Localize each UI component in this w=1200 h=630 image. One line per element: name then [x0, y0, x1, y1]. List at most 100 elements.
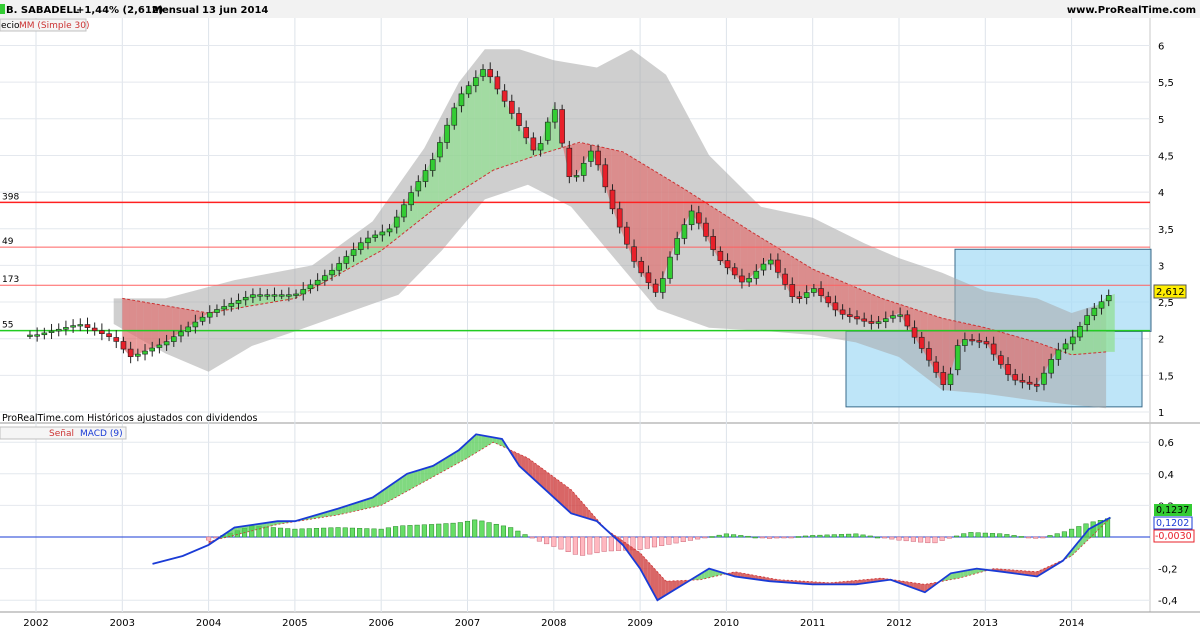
macd-fill-segment: [665, 580, 669, 596]
macd-fill-segment: [417, 469, 421, 486]
candle-bear: [911, 327, 918, 338]
candle-bear: [1012, 374, 1019, 381]
macd-hist-bar: [1025, 536, 1032, 539]
candle-bear: [652, 283, 659, 293]
ma-fill-segment: [899, 304, 907, 325]
ma-fill-segment: [1100, 296, 1108, 353]
macd-fill-segment: [852, 580, 856, 585]
macd-fill-segment: [1082, 532, 1086, 546]
legend-price: ecio: [1, 21, 20, 31]
macd-hist-bar: [810, 535, 816, 538]
macd-fill-segment: [471, 435, 475, 456]
candle-bear: [933, 361, 939, 373]
x-tick-label: 2013: [973, 618, 998, 629]
macd-fill-segment: [391, 481, 396, 500]
macd-hist-bar: [479, 520, 485, 538]
ma-fill-segment: [747, 229, 756, 280]
candle-bull: [221, 306, 227, 310]
candle-bull: [27, 334, 33, 337]
macd-line: [152, 433, 1111, 602]
macd-fill-segment: [244, 525, 249, 533]
macd-fill-segment: [478, 434, 482, 452]
ma-fill-segment: [374, 232, 382, 255]
macd-marker-3-label: -0,0030: [1155, 531, 1192, 542]
candle-bear: [976, 340, 983, 343]
ma-fill-segment: [460, 87, 468, 192]
macd-hist-bar: [838, 534, 845, 538]
level-label: 55: [2, 321, 13, 331]
ma-fill-segment: [503, 99, 511, 167]
ma-fill-segment: [863, 290, 871, 324]
candle-bull: [357, 242, 364, 250]
macd-hist-bar: [321, 527, 327, 538]
ma-fill-segment: [129, 299, 137, 356]
y-tick-label: 1,5: [1158, 371, 1174, 382]
candle-bull: [897, 314, 903, 317]
macd-fill-segment: [967, 569, 971, 576]
macd-hist-bar: [874, 536, 880, 539]
candle-bear: [940, 372, 947, 385]
ma-fill-segment: [798, 260, 806, 300]
macd-hist-bar: [939, 536, 945, 541]
macd-hist-bar: [702, 536, 708, 539]
candle-bear: [595, 150, 601, 166]
macd-hist-bar: [846, 533, 852, 538]
macd-fill-segment: [374, 494, 378, 507]
candle-bear: [839, 309, 846, 315]
macd-fill-segment: [582, 502, 587, 518]
macd-fill-segment: [399, 476, 403, 496]
x-tick-label: 2002: [23, 618, 48, 629]
y-tick-label: 2,5: [1158, 298, 1174, 309]
candle-bear: [703, 222, 709, 237]
macd-hist-bar: [932, 536, 938, 544]
candle-bull: [1062, 343, 1069, 350]
macd-hist-bar: [357, 528, 363, 538]
candle-bull: [77, 324, 84, 327]
macd-hist-bar: [313, 528, 320, 538]
macd-hist-bar: [349, 527, 355, 538]
x-tick-label: 2011: [800, 618, 825, 629]
candle-bull: [408, 192, 414, 206]
candle-bull: [178, 331, 184, 337]
candle-bear: [84, 324, 91, 328]
macd-hist-bar: [997, 533, 1003, 538]
candle-bear: [530, 137, 537, 151]
candle-bull: [379, 231, 386, 236]
candle-bull: [1069, 336, 1076, 345]
candle-bull: [1084, 315, 1090, 325]
candle-bull: [1048, 359, 1054, 374]
candle-bear: [106, 333, 112, 338]
macd-tick-label: -0,4: [1158, 596, 1178, 607]
macd-hist-bar: [601, 536, 607, 552]
candle-bear: [566, 147, 573, 178]
macd-hist-bar: [680, 536, 686, 542]
ma-fill-segment: [640, 162, 648, 282]
ma-fill-segment: [575, 142, 583, 178]
macd-fill-segment: [528, 458, 533, 478]
candle-bull: [300, 289, 307, 295]
macd-hist-bar: [342, 527, 348, 538]
ma-fill-segment: [582, 142, 590, 166]
candle-bear: [710, 236, 716, 250]
macd-fill-segment: [708, 569, 713, 578]
candle-bull: [465, 85, 472, 95]
macd-hist-bar: [774, 536, 780, 539]
macd-fill-segment: [481, 435, 486, 450]
signal-line: [208, 441, 1111, 585]
ma-fill-segment: [201, 311, 209, 318]
macd-fill-segment: [435, 462, 439, 476]
candle-bull: [962, 339, 968, 346]
candle-bull: [70, 325, 76, 328]
ma-fill-segment: [266, 294, 274, 304]
candle-bear: [127, 348, 134, 358]
macd-hist-bar: [493, 523, 499, 538]
ma-fill-segment: [726, 215, 734, 274]
macd-hist-bar: [767, 536, 773, 539]
candle-bull: [314, 279, 321, 286]
macd-hist-bar: [335, 527, 341, 538]
ma-fill-segment: [510, 111, 518, 165]
ma-fill-segment: [647, 166, 655, 291]
macd-hist-bar: [306, 528, 312, 538]
macd-hist-bar: [457, 522, 463, 538]
macd-hist-bar: [436, 523, 442, 538]
